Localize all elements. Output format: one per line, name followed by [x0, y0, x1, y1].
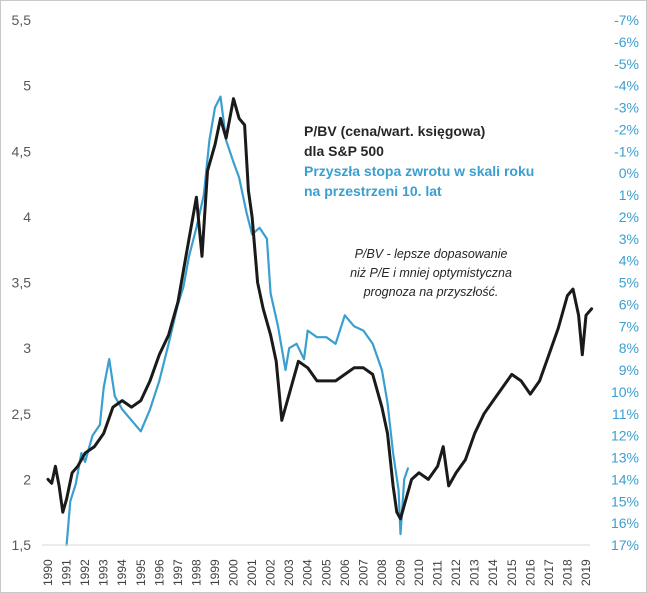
x-tick-label: 1995 — [134, 559, 148, 586]
right-tick-label: 13% — [611, 450, 639, 466]
right-tick-label: 1% — [619, 187, 639, 203]
left-tick-label: 1,5 — [12, 537, 32, 553]
right-tick-label: -2% — [614, 121, 639, 137]
x-tick-label: 2010 — [412, 559, 426, 586]
chart-note-line-2: niż P/E i mniej optymistyczna — [350, 266, 512, 280]
right-tick-label: 8% — [619, 340, 639, 356]
x-tick-label: 1999 — [208, 559, 222, 586]
x-tick-label: 1998 — [189, 559, 203, 586]
x-tick-label: 2003 — [282, 559, 296, 586]
x-tick-label: 2005 — [319, 559, 333, 586]
left-axis-ticks: 1,5 2 2,5 3 3,5 4 4,5 5 5,5 — [12, 12, 32, 553]
right-tick-label: -6% — [614, 34, 639, 50]
right-tick-label: 3% — [619, 231, 639, 247]
chart-note: P/BV - lepsze dopasowanie niż P/E i mnie… — [346, 245, 516, 302]
right-tick-label: 4% — [619, 253, 639, 269]
x-tick-label: 2015 — [505, 559, 519, 586]
x-tick-label: 1993 — [97, 559, 111, 586]
right-tick-label: 14% — [611, 471, 639, 487]
chart-subtitle-line-2: na przestrzeni 10. lat — [304, 183, 442, 199]
right-tick-label: 5% — [619, 275, 639, 291]
left-tick-label: 3 — [23, 340, 31, 356]
x-tick-label: 1990 — [41, 559, 55, 586]
x-tick-label: 2007 — [356, 559, 370, 586]
right-tick-label: 10% — [611, 384, 639, 400]
x-tick-label: 2008 — [375, 559, 389, 586]
left-tick-label: 2 — [23, 471, 31, 487]
right-tick-label: 2% — [619, 209, 639, 225]
right-tick-label: 15% — [611, 493, 639, 509]
right-tick-label: 9% — [619, 362, 639, 378]
x-tick-label: 1997 — [171, 559, 185, 586]
right-tick-label: 11% — [612, 406, 639, 422]
chart-subtitle-line-1: Przyszła stopa zwrotu w skali roku — [304, 163, 535, 179]
left-tick-label: 4,5 — [12, 143, 32, 159]
right-tick-label: 12% — [611, 428, 639, 444]
x-tick-label: 2017 — [542, 559, 556, 586]
x-tick-label: 1991 — [60, 559, 74, 586]
x-tick-label: 2004 — [301, 559, 315, 586]
x-axis-ticks: 1990 1991 1992 1993 1994 1995 1996 1997 1998 1999… — [41, 559, 593, 586]
right-tick-label: 0% — [619, 165, 639, 181]
right-tick-label: 17% — [611, 537, 639, 553]
x-tick-label: 2006 — [338, 559, 352, 586]
x-tick-label: 1992 — [78, 559, 92, 586]
x-tick-label: 2018 — [560, 559, 574, 586]
blue-series-line — [65, 95, 409, 547]
series-layer — [46, 95, 594, 547]
chart-subtitle: Przyszła stopa zwrotu w skali roku na pr… — [304, 161, 534, 201]
chart-note-line-3: prognoza na przyszłość. — [363, 285, 499, 299]
right-tick-label: -5% — [614, 56, 639, 72]
x-tick-label: 2000 — [227, 559, 241, 586]
x-tick-label: 1996 — [152, 559, 166, 586]
right-tick-label: -1% — [614, 143, 639, 159]
x-tick-label: 2012 — [449, 559, 463, 586]
x-tick-label: 2013 — [468, 559, 482, 586]
left-tick-label: 4 — [23, 209, 31, 225]
x-tick-label: 2002 — [264, 559, 278, 586]
right-axis-ticks: -7% -6% -5% -4% -3% -2% -1% 0% 1% 2% 3% 4% 5% 6% 7% 8% 9… — [611, 12, 639, 553]
x-tick-label: 2011 — [431, 560, 445, 586]
right-tick-label: 7% — [619, 318, 639, 334]
x-tick-label: 2009 — [393, 559, 407, 586]
right-tick-label: -4% — [614, 78, 639, 94]
x-tick-label: 2014 — [486, 559, 500, 586]
chart-title: P/BV (cena/wart. księgowa) dla S&P 500 — [304, 121, 485, 161]
chart-title-line-1: P/BV (cena/wart. księgowa) — [304, 123, 486, 139]
right-tick-label: -3% — [614, 100, 639, 116]
left-tick-label: 5,5 — [12, 12, 32, 28]
chart-note-line-1: P/BV - lepsze dopasowanie — [354, 247, 508, 261]
left-tick-label: 2,5 — [12, 406, 32, 422]
x-tick-label: 2019 — [579, 559, 593, 586]
left-tick-label: 3,5 — [12, 275, 32, 291]
x-tick-label: 1994 — [115, 559, 129, 586]
left-tick-label: 5 — [23, 78, 31, 94]
chart-title-line-2: dla S&P 500 — [304, 143, 384, 159]
right-tick-label: 6% — [619, 296, 639, 312]
right-tick-label: -7% — [614, 12, 639, 28]
x-tick-label: 2001 — [245, 559, 259, 586]
x-tick-label: 2016 — [523, 559, 537, 586]
black-series-line — [46, 97, 594, 521]
right-tick-label: 16% — [611, 515, 639, 531]
